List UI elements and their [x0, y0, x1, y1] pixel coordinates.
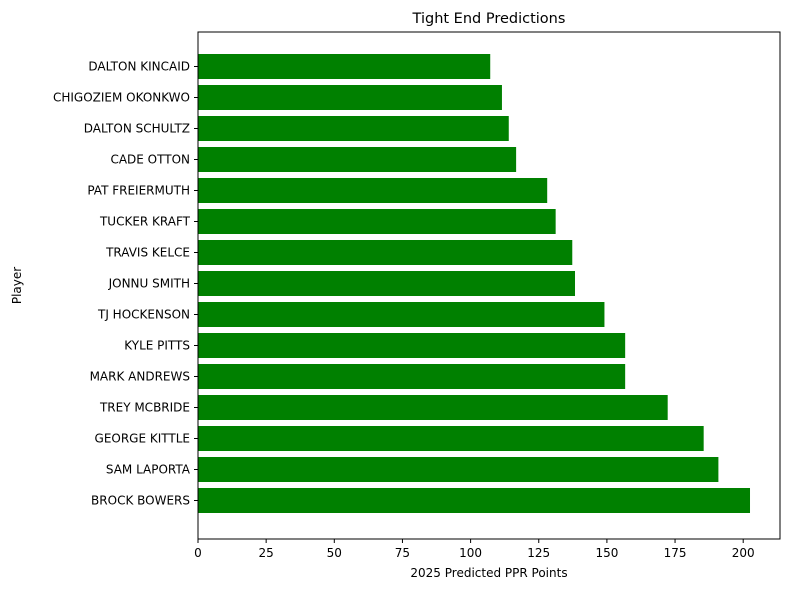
x-tick-label: 0: [194, 546, 202, 560]
bar-tj-hockenson: [198, 302, 605, 327]
bar-brock-bowers: [198, 488, 751, 513]
bar-travis-kelce: [198, 240, 573, 265]
y-tick-label: CADE OTTON: [110, 153, 190, 167]
bars-group: [198, 54, 751, 513]
bar-kyle-pitts: [198, 333, 626, 358]
y-axis-label: Player: [10, 267, 24, 304]
x-tick-label: 150: [595, 546, 618, 560]
bar-sam-laporta: [198, 457, 719, 482]
x-tick-label: 125: [527, 546, 550, 560]
bar-cade-otton: [198, 147, 517, 172]
x-tick-label: 175: [664, 546, 687, 560]
bar-george-kittle: [198, 426, 704, 451]
y-tick-label: TREY MCBRIDE: [99, 401, 190, 415]
x-axis-label: 2025 Predicted PPR Points: [410, 566, 567, 580]
y-tick-label: GEORGE KITTLE: [95, 432, 190, 446]
bar-mark-andrews: [198, 364, 626, 389]
y-tick-label: SAM LAPORTA: [106, 463, 191, 477]
y-tick-label: DALTON KINCAID: [88, 60, 190, 74]
bar-jonnu-smith: [198, 271, 576, 296]
chart-title: Tight End Predictions: [412, 11, 566, 27]
y-tick-label: CHIGOZIEM OKONKWO: [53, 91, 190, 105]
y-tick-label: PAT FREIERMUTH: [87, 184, 190, 198]
x-ticks-group: 0 25 50 75 100 125 150 175 200: [194, 539, 755, 560]
x-tick-label: 100: [459, 546, 482, 560]
y-tick-label: TRAVIS KELCE: [105, 246, 190, 260]
y-tick-label: TUCKER KRAFT: [99, 215, 191, 229]
bar-pat-freiermuth: [198, 178, 548, 203]
y-ticks-group: BROCK BOWERS SAM LAPORTA GEORGE KITTLE TREY…: [53, 60, 198, 508]
plot-frame: [197, 31, 781, 540]
x-tick-label: 200: [732, 546, 755, 560]
y-tick-label: MARK ANDREWS: [90, 370, 190, 384]
y-tick-label: DALTON SCHULTZ: [84, 122, 190, 136]
x-tick-label: 75: [395, 546, 410, 560]
bar-dalton-schultz: [198, 116, 509, 141]
y-tick-label: BROCK BOWERS: [91, 494, 190, 508]
bar-tucker-kraft: [198, 209, 556, 234]
x-tick-label: 25: [259, 546, 274, 560]
y-tick-label: KYLE PITTS: [124, 339, 190, 353]
bar-chigoziem-okonkwo: [198, 85, 502, 110]
bar-dalton-kincaid: [198, 54, 491, 79]
y-tick-label: JONNU SMITH: [108, 277, 190, 291]
y-tick-label: TJ HOCKENSON: [97, 308, 190, 322]
bar-trey-mcbride: [198, 395, 668, 420]
x-tick-label: 50: [327, 546, 342, 560]
